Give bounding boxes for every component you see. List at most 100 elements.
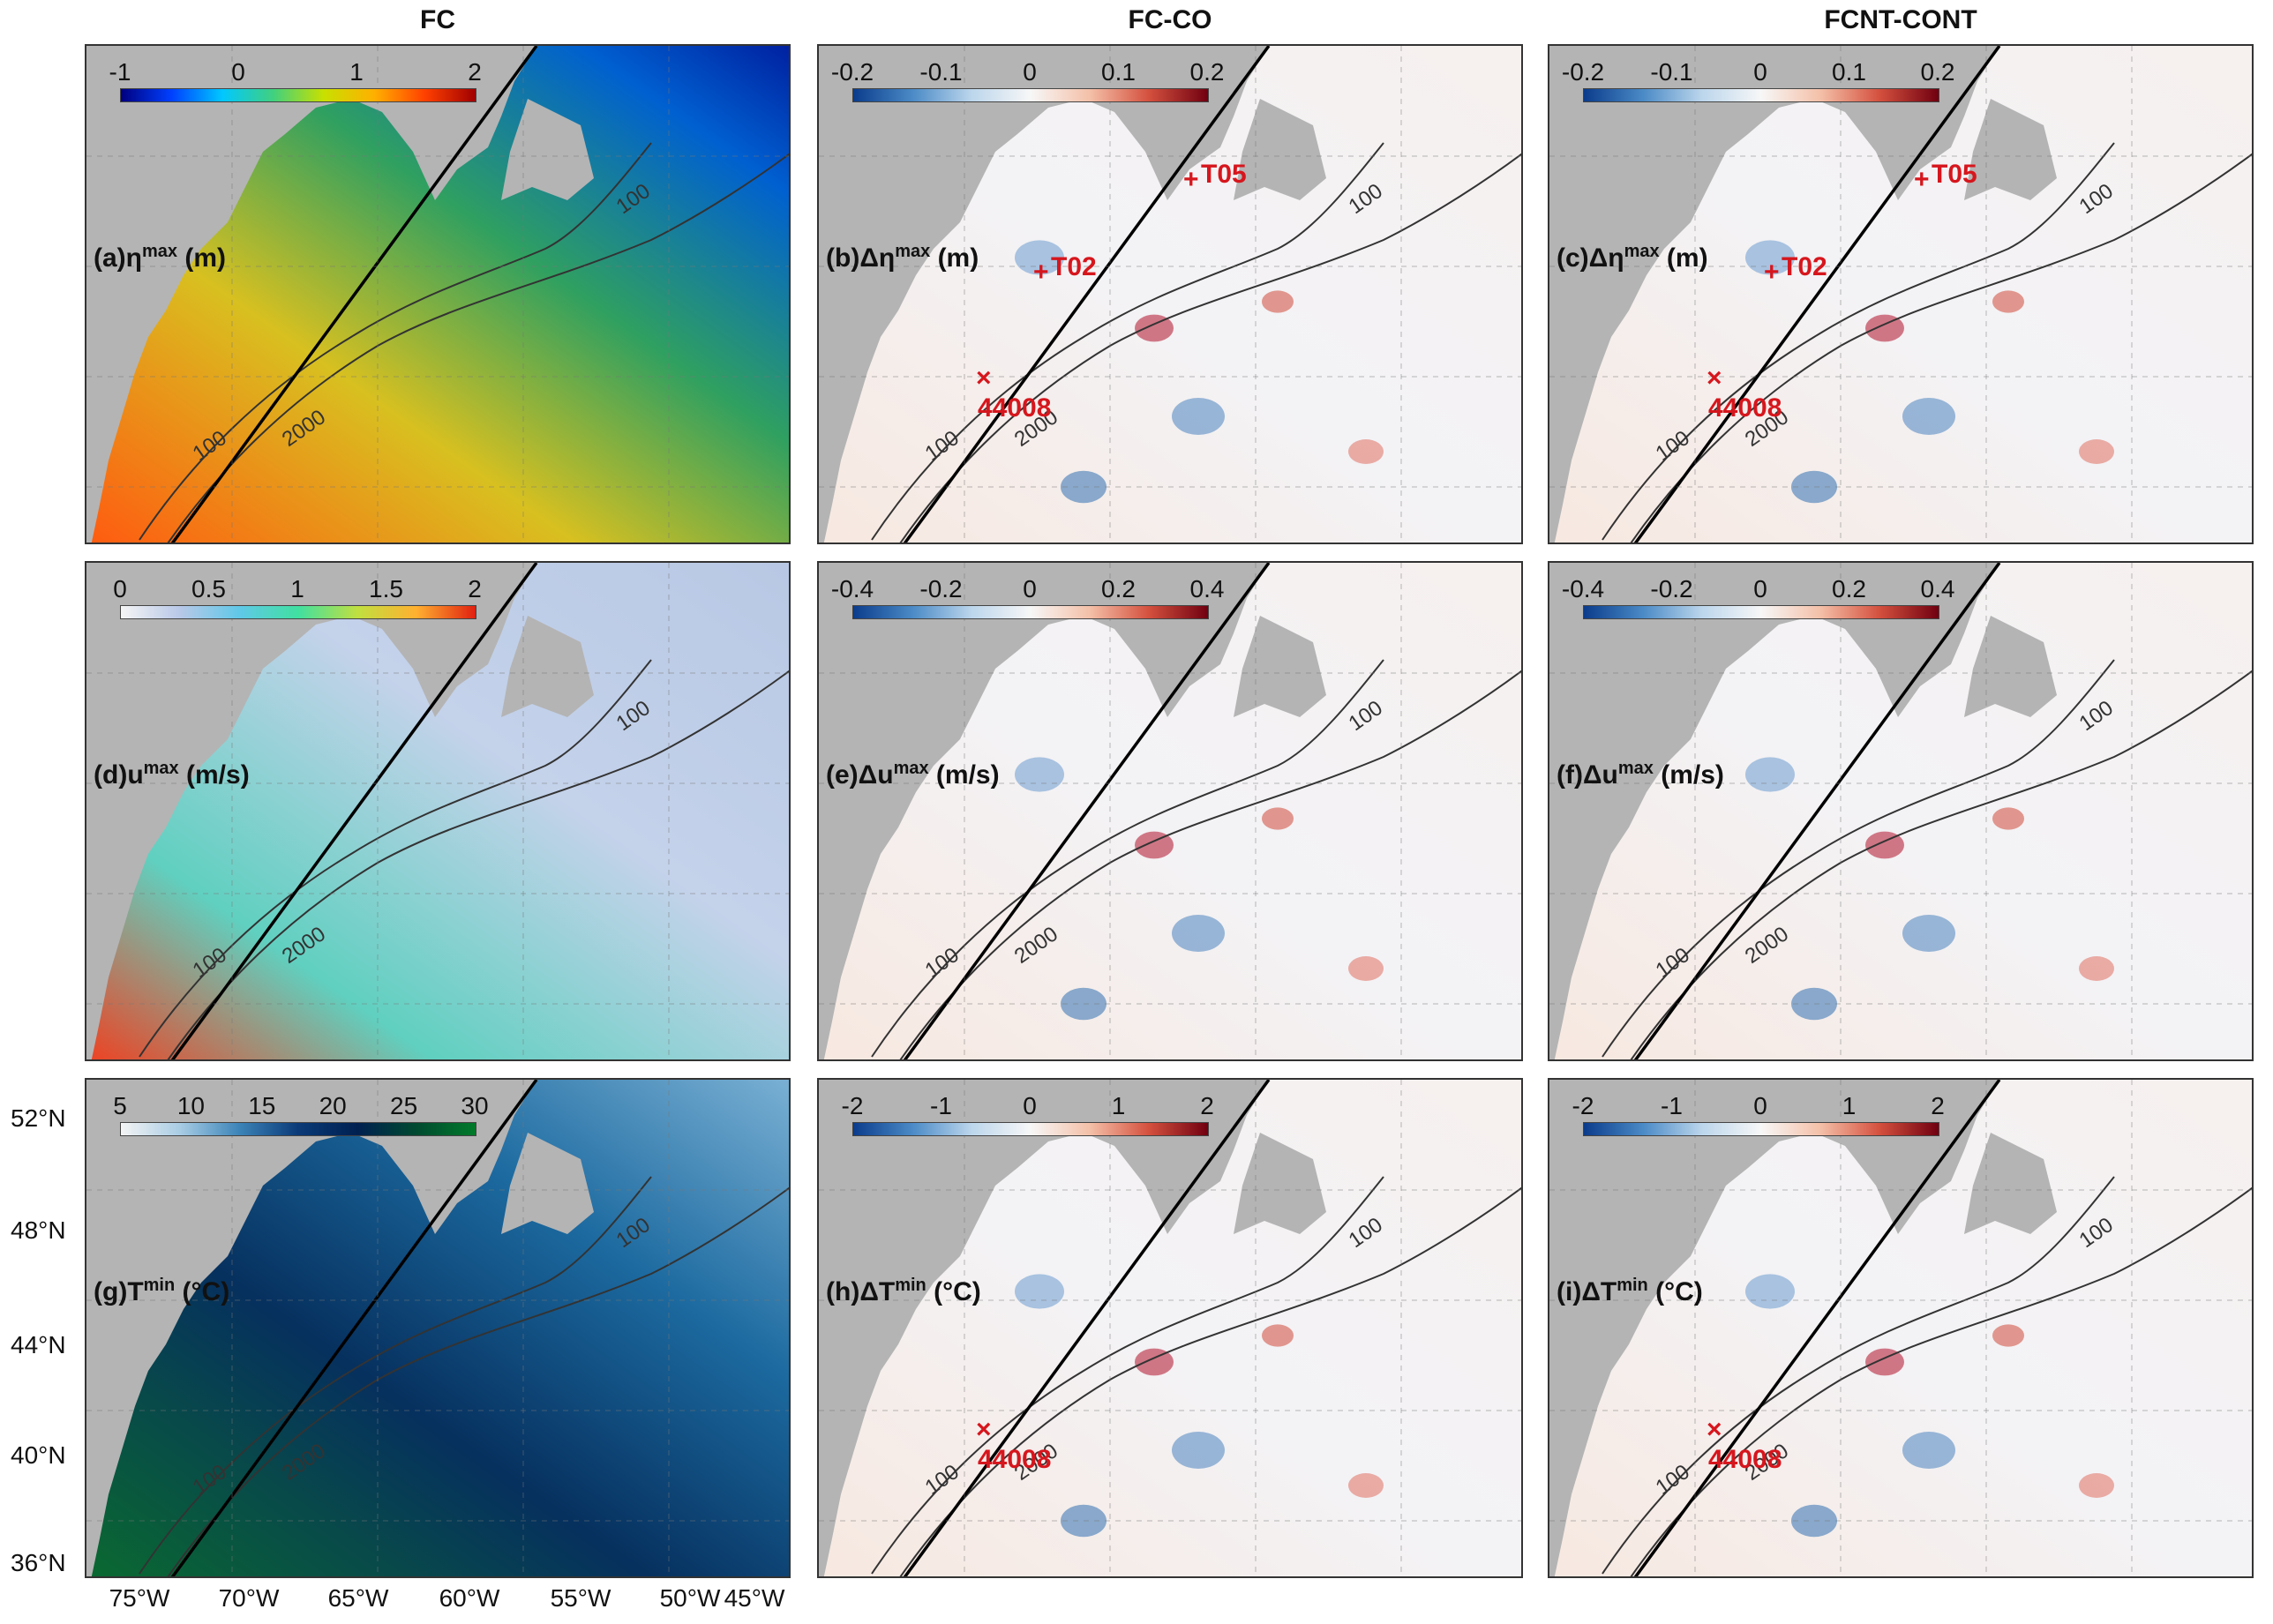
map-canvas bbox=[1549, 1080, 2252, 1576]
colorbar: -0.4 -0.2 0 0.2 0.4 bbox=[831, 575, 1224, 619]
panel-superscript: min bbox=[1617, 1276, 1648, 1295]
panel-unit: (°C) bbox=[1647, 1277, 1703, 1306]
land-mask bbox=[86, 563, 536, 1059]
panel-label: (c)Δηmax (m) bbox=[1557, 242, 1708, 273]
colorbar: 5 10 15 20 25 30 bbox=[113, 1092, 489, 1136]
station-marker-icon: × bbox=[1707, 363, 1722, 393]
storm-track-line bbox=[903, 1080, 1271, 1576]
colorbar: -0.2 -0.1 0 0.1 0.2 bbox=[1562, 58, 1954, 102]
anomaly-patch bbox=[2079, 956, 2114, 981]
colorbar-gradient bbox=[852, 605, 1209, 619]
colorbar-tick-label: -0.1 bbox=[919, 58, 963, 86]
colorbar-tick-label: 30 bbox=[461, 1092, 489, 1119]
colorbar-tick-label: -0.2 bbox=[919, 575, 963, 602]
isobath-2000 bbox=[167, 670, 789, 1059]
newfoundland-land bbox=[1234, 1133, 1326, 1234]
isobath-100 bbox=[1602, 142, 2115, 541]
panel-label: (a)ηmax (m) bbox=[94, 242, 226, 273]
panel-label: (e)Δumax (m/s) bbox=[826, 759, 1000, 790]
station-label: T05 bbox=[1932, 160, 1977, 189]
isobath-2000 bbox=[1630, 670, 2252, 1059]
colorbar-gradient bbox=[1583, 1122, 1939, 1136]
colorbar-tick-label: -1 bbox=[930, 1092, 952, 1119]
station-label: 44008 bbox=[1708, 393, 1782, 423]
panel-unit: (m) bbox=[930, 243, 979, 273]
panel-label: (d)umax (m/s) bbox=[94, 759, 250, 790]
panel-variable: T bbox=[127, 1277, 144, 1306]
station-label: 44008 bbox=[978, 1445, 1052, 1474]
panel-unit: (°C) bbox=[175, 1277, 230, 1306]
panel-variable: Δu bbox=[858, 760, 894, 790]
latitude-label: 44°N bbox=[11, 1331, 66, 1358]
panel-superscript: max bbox=[893, 759, 929, 778]
longitude-label: 65°W bbox=[327, 1584, 389, 1612]
panel-label: (h)ΔTmin (°C) bbox=[826, 1276, 981, 1307]
map-panel-a: 100 2000 100 -1 0 1 2 (a)ηmax (m) bbox=[85, 44, 791, 544]
newfoundland-land bbox=[1964, 616, 2057, 717]
station-marker-icon: × bbox=[1707, 1415, 1722, 1444]
colorbar: -2 -1 0 1 2 bbox=[1572, 1092, 1945, 1136]
anomaly-patch bbox=[1745, 757, 1795, 792]
isobath-100 bbox=[1602, 1176, 2115, 1575]
map-panel-c: 100 2000 100 -0.2 -0.1 0 0.1 0.2 (c)Δηmax (m) + T0… bbox=[1548, 44, 2254, 544]
anomaly-patch bbox=[1902, 1432, 1955, 1469]
panel-unit: (m) bbox=[177, 243, 227, 273]
panel-variable: Δη bbox=[1588, 243, 1624, 273]
colorbar-tick-label: 0 bbox=[1023, 1092, 1037, 1119]
panel-variable: η bbox=[125, 243, 142, 273]
colorbar-tick-label: -0.2 bbox=[1650, 575, 1693, 602]
colorbar-tick-label: 1 bbox=[1111, 1092, 1126, 1119]
colorbar-tick-label: -0.4 bbox=[830, 575, 874, 602]
station-label: T05 bbox=[1201, 160, 1247, 189]
newfoundland-land bbox=[1964, 1133, 2057, 1234]
land-mask bbox=[819, 1080, 1269, 1576]
panel-superscript: max bbox=[1624, 242, 1660, 261]
anomaly-patch bbox=[1865, 1348, 1904, 1376]
panel-superscript: min bbox=[143, 1276, 176, 1295]
colorbar-tick-label: 2 bbox=[468, 575, 482, 602]
colorbar-tick-label: 0.2 bbox=[1101, 575, 1136, 602]
station-marker-icon: × bbox=[976, 363, 992, 393]
panel-variable: ΔT bbox=[859, 1277, 896, 1306]
isobath-2000 bbox=[167, 1186, 789, 1576]
anomaly-patch bbox=[1902, 398, 1955, 435]
anomaly-patch bbox=[2079, 1473, 2114, 1498]
storm-track-line bbox=[903, 46, 1271, 543]
isobath-100 bbox=[871, 1176, 1384, 1575]
panel-superscript: max bbox=[895, 242, 931, 261]
colorbar-tick-label: 0.2 bbox=[1189, 58, 1225, 86]
anomaly-patch bbox=[1348, 439, 1384, 464]
colorbar-tick-label: -0.1 bbox=[1650, 58, 1693, 86]
map-panel-e: 100 2000 100 -0.4 -0.2 0 0.2 0.4 (e)Δumax (m/s) bbox=[817, 561, 1523, 1061]
isobath-100 bbox=[871, 142, 1384, 541]
latitude-label: 40°N bbox=[11, 1441, 66, 1469]
colorbar-tick-label: -0.4 bbox=[1561, 575, 1605, 602]
isobath-100 bbox=[139, 1176, 652, 1575]
panel-variable: ΔT bbox=[1581, 1277, 1617, 1306]
map-canvas bbox=[819, 46, 1521, 543]
station-label: T02 bbox=[1051, 252, 1097, 281]
land-mask bbox=[819, 46, 1269, 543]
panel-label: (b)Δηmax (m) bbox=[826, 242, 979, 273]
colorbar-tick-label: 0.4 bbox=[1920, 575, 1955, 602]
colorbar-gradient bbox=[852, 88, 1209, 102]
isobath-2000 bbox=[1630, 153, 2252, 543]
colorbar-tick-label: -1 bbox=[1661, 1092, 1683, 1119]
colorbar-tick-label: 0.5 bbox=[191, 575, 226, 602]
colorbar-tick-label: 2 bbox=[1931, 1092, 1945, 1119]
map-panel-h: 100 2000 100 -2 -1 0 1 2 (h)ΔTmin (°C) × 44008 bbox=[817, 1078, 1523, 1578]
land-mask bbox=[86, 1080, 536, 1576]
colorbar-tick-label: 0.2 bbox=[1920, 58, 1955, 86]
panel-superscript: min bbox=[895, 1276, 926, 1295]
panel-letter: (d) bbox=[94, 760, 128, 790]
panel-unit: (°C) bbox=[926, 1277, 981, 1306]
colorbar-gradient bbox=[120, 88, 476, 102]
colorbar-tick-label: 0 bbox=[113, 575, 127, 602]
colorbar-tick-label: 0 bbox=[1753, 1092, 1767, 1119]
colorbar-tick-label: 0.4 bbox=[1189, 575, 1225, 602]
map-panel-b: 100 2000 100 -0.2 -0.1 0 0.1 0.2 (b)Δηmax (m) + T0… bbox=[817, 44, 1523, 544]
column-title: FC bbox=[420, 5, 455, 34]
station-label: 44008 bbox=[978, 393, 1052, 423]
map-panel-i: 100 2000 100 -2 -1 0 1 2 (i)ΔTmin (°C) × 44008 bbox=[1548, 1078, 2254, 1578]
map-canvas bbox=[86, 46, 789, 543]
